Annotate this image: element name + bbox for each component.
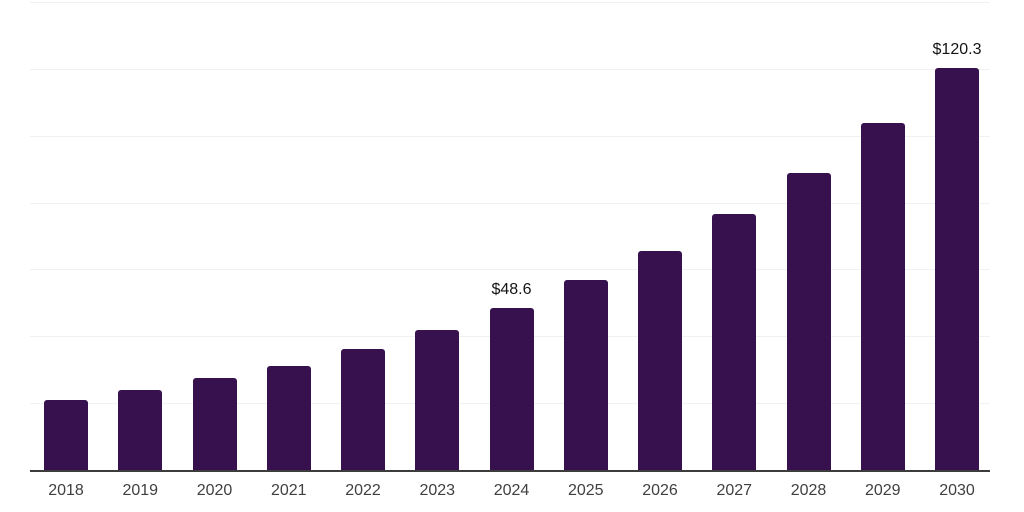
bar-2024[interactable]: [489, 307, 534, 470]
x-tick-label-2027: 2027: [716, 482, 753, 499]
bar-2027[interactable]: [712, 214, 757, 470]
x-tick-label-2018: 2018: [48, 482, 84, 499]
x-tick-label-2029: 2029: [864, 482, 901, 499]
x-tick-label-2020: 2020: [196, 482, 233, 499]
x-tick-label-2019: 2019: [122, 482, 159, 499]
bar-2023[interactable]: [415, 329, 460, 470]
data-label-2030: $120.3: [932, 40, 982, 58]
bar-2028[interactable]: [786, 172, 831, 470]
x-axis-line: [30, 470, 990, 472]
gridline-120: [30, 68, 990, 70]
bar-2018[interactable]: [44, 400, 88, 470]
x-tick-label-2024: 2024: [493, 482, 530, 499]
x-tick-label-2025: 2025: [567, 482, 604, 499]
bar-2021[interactable]: [266, 366, 311, 470]
gridline-100: [30, 135, 990, 137]
x-tick-label-2023: 2023: [419, 482, 456, 499]
x-tick-label-2021: 2021: [270, 482, 307, 499]
gridline-80: [30, 202, 990, 204]
bar-2026[interactable]: [638, 251, 682, 470]
gridline-140: [30, 2, 990, 3]
data-label-2024: $48.6: [491, 280, 532, 298]
bar-2019[interactable]: [118, 390, 163, 470]
bar-2029[interactable]: [860, 123, 905, 470]
x-tick-label-2028: 2028: [790, 482, 827, 499]
gridline-60: [30, 269, 990, 271]
x-tick-label-2030: 2030: [939, 482, 975, 499]
x-tick-label-2022: 2022: [345, 482, 381, 499]
bar-2030[interactable]: [935, 67, 979, 470]
plot-area: $48.6 $120.3: [30, 2, 990, 472]
bar-2025[interactable]: [563, 280, 608, 470]
bar-2022[interactable]: [341, 349, 385, 470]
bar-2020[interactable]: [192, 378, 237, 470]
x-tick-label-2026: 2026: [642, 482, 678, 499]
x-axis-labels: 2018 2019 2020 2021 2022 2023 2024 2025 2026 2027…: [0, 483, 1024, 505]
